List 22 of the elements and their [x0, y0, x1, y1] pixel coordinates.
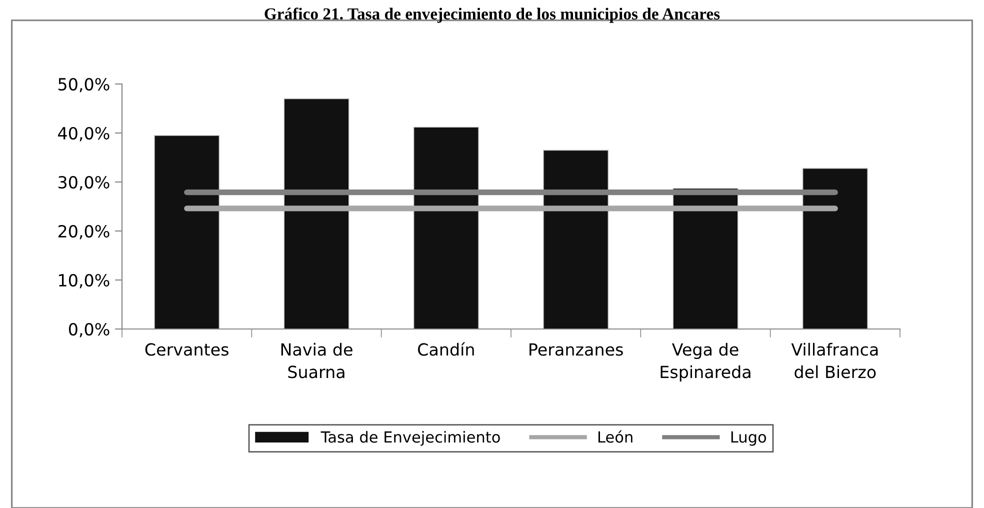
x-tick-label: Villafranca del Bierzo	[791, 342, 878, 378]
x-tick-label: Navia de Suarna	[281, 342, 352, 378]
bar	[413, 126, 480, 329]
y-tick-label: 10,0%	[59, 274, 110, 288]
y-tick-label: 50,0%	[58, 78, 110, 92]
y-tick-label: 30,0%	[58, 176, 110, 190]
bar	[284, 98, 350, 329]
chart-title: Gráfico 21. Tasa de envejecimiento de los municipios de Ancares	[264, 8, 720, 23]
bar	[672, 188, 738, 329]
legend-label: León	[598, 430, 632, 443]
legend-label: Lugo	[731, 431, 766, 446]
y-tick-label: 20,0%	[58, 224, 110, 240]
x-tick-label: Candín	[418, 342, 474, 356]
bar	[154, 135, 220, 329]
bar	[542, 150, 609, 329]
x-tick-label: Peranzanes	[530, 343, 623, 356]
x-tick-label: Vega de Espinareda	[660, 342, 750, 382]
bar	[802, 168, 868, 329]
y-tick-label: 0,0%	[68, 322, 110, 338]
x-tick-label: Cervantes	[145, 343, 228, 356]
y-tick-label: 40,0%	[58, 126, 110, 142]
legend-label: Tasa de Envejecimiento	[320, 430, 500, 446]
